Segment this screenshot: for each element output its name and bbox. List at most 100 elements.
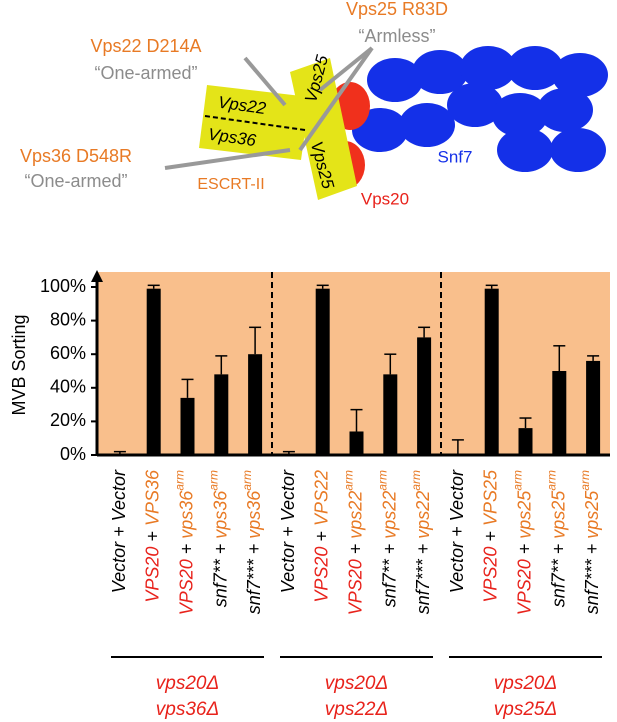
mutation-label: Vps36 D548R: [20, 146, 132, 166]
label-part: VPS25: [480, 469, 500, 526]
label-part: +: [514, 539, 534, 560]
label-part: Vector + Vector: [447, 469, 467, 593]
group-label: vps25Δ: [494, 699, 557, 720]
label-part: snf7*** +: [413, 539, 433, 615]
label-part: VPS20: [176, 559, 196, 615]
x-tick-label: snf7*** + vps36arm: [240, 470, 264, 614]
label-part: VPS22: [311, 470, 331, 526]
bar: [552, 371, 567, 455]
y-axis-label: MVB Sorting: [9, 314, 29, 415]
label-part: snf7*** +: [582, 539, 602, 615]
label-part: +: [345, 539, 365, 560]
bar: [146, 288, 161, 455]
label-part: vps36: [176, 490, 196, 539]
bar: [586, 360, 601, 455]
complex-label: ESCRT-II: [197, 176, 264, 193]
label-part: vps36: [210, 490, 230, 539]
chart: MVB Sorting 0% 20% 40% 60% 80% 100% vps20Δ vps3…: [9, 270, 610, 720]
x-tick-label: VPS20 + vps36arm: [173, 470, 197, 615]
label-part: snf7*** +: [244, 539, 264, 615]
group-label: vps20Δ: [325, 673, 388, 694]
y-tick-label: 40%: [50, 377, 86, 397]
label-part: snf7** +: [210, 539, 230, 608]
bar: [518, 428, 533, 455]
bar: [417, 337, 432, 455]
bar: [315, 288, 330, 455]
x-tick-label: Vector + Vector: [447, 469, 467, 593]
label-part: vps25: [548, 490, 568, 539]
label-part: arm: [342, 470, 356, 491]
label-part: vps22: [345, 491, 365, 539]
label-part: vps22: [413, 491, 433, 539]
x-tick-label: Vector + Vector: [109, 469, 129, 593]
bar: [248, 354, 263, 455]
x-tick-label: snf7*** + vps25arm: [578, 470, 602, 614]
protein-label: Vps20: [361, 189, 409, 208]
label-part: Vector + Vector: [278, 469, 298, 593]
bar: [214, 374, 229, 455]
label-part: Vector + Vector: [109, 469, 129, 593]
x-tick-label: VPS20 + VPS25: [480, 469, 500, 603]
bar: [484, 288, 499, 455]
label-part: arm: [375, 470, 389, 491]
phenotype-label: “Armless”: [359, 26, 436, 46]
label-part: arm: [511, 470, 525, 491]
label-part: snf7** +: [548, 539, 568, 608]
mutation-label: Vps22 D214A: [90, 36, 201, 56]
y-tick-label: 20%: [50, 410, 86, 430]
label-part: arm: [578, 470, 592, 491]
group-label: vps36Δ: [156, 699, 219, 720]
label-part: VPS36: [142, 469, 162, 526]
label-part: VPS20: [311, 547, 331, 603]
axis-arrow: [91, 270, 103, 282]
y-tick-label: 80%: [50, 309, 86, 329]
phenotype-label: “One-armed”: [24, 171, 127, 191]
label-part: vps25: [514, 490, 534, 539]
diagram: Vps22 Vps36 Vps25 Vps25 Vps25 R83D “Arml…: [20, 0, 608, 208]
label-part: snf7** +: [379, 539, 399, 608]
label-part: arm: [544, 470, 558, 491]
x-tick-label: snf7*** + vps22arm: [409, 470, 433, 614]
label-part: arm: [409, 470, 423, 491]
y-tick-label: 0%: [60, 444, 86, 464]
protein-label: Snf7: [438, 147, 473, 166]
label-part: vps25: [582, 490, 602, 539]
x-tick-label: VPS20 + VPS36: [142, 469, 162, 603]
x-tick-label: VPS20 + vps22arm: [342, 470, 366, 615]
group-label: vps20Δ: [494, 673, 557, 694]
bar: [383, 374, 398, 455]
label-part: +: [142, 526, 162, 547]
plot-background: [97, 272, 610, 455]
label-part: vps36: [244, 490, 264, 539]
x-tick-label: snf7** + vps22arm: [375, 470, 399, 607]
label-part: VPS20: [142, 547, 162, 603]
x-tick-label: Vector + Vector: [278, 469, 298, 593]
x-tick-label: snf7** + vps36arm: [206, 470, 230, 607]
label-part: VPS20: [480, 547, 500, 603]
x-tick-label: VPS20 + vps25arm: [511, 470, 535, 615]
label-part: +: [176, 539, 196, 560]
label-part: arm: [240, 470, 254, 491]
phenotype-label: “One-armed”: [94, 63, 197, 83]
y-tick-label: 100%: [40, 276, 86, 296]
label-part: +: [480, 526, 500, 547]
label-part: +: [311, 526, 331, 547]
group-label: vps22Δ: [325, 699, 388, 720]
label-part: VPS20: [345, 559, 365, 615]
x-tick-label: snf7** + vps25arm: [544, 470, 568, 607]
snf7-chain: [352, 46, 608, 172]
x-tick-label: VPS20 + VPS22: [311, 470, 331, 603]
divider: [204, 115, 306, 131]
group-label: vps20Δ: [156, 673, 219, 694]
arrows: [164, 46, 374, 170]
label-part: VPS20: [514, 559, 534, 615]
label-part: vps22: [379, 491, 399, 539]
mutation-label: Vps25 R83D: [346, 0, 448, 19]
bar: [180, 397, 195, 455]
label-part: arm: [206, 470, 220, 491]
label-part: arm: [173, 470, 187, 491]
y-tick-label: 60%: [50, 343, 86, 363]
bar: [349, 431, 364, 455]
